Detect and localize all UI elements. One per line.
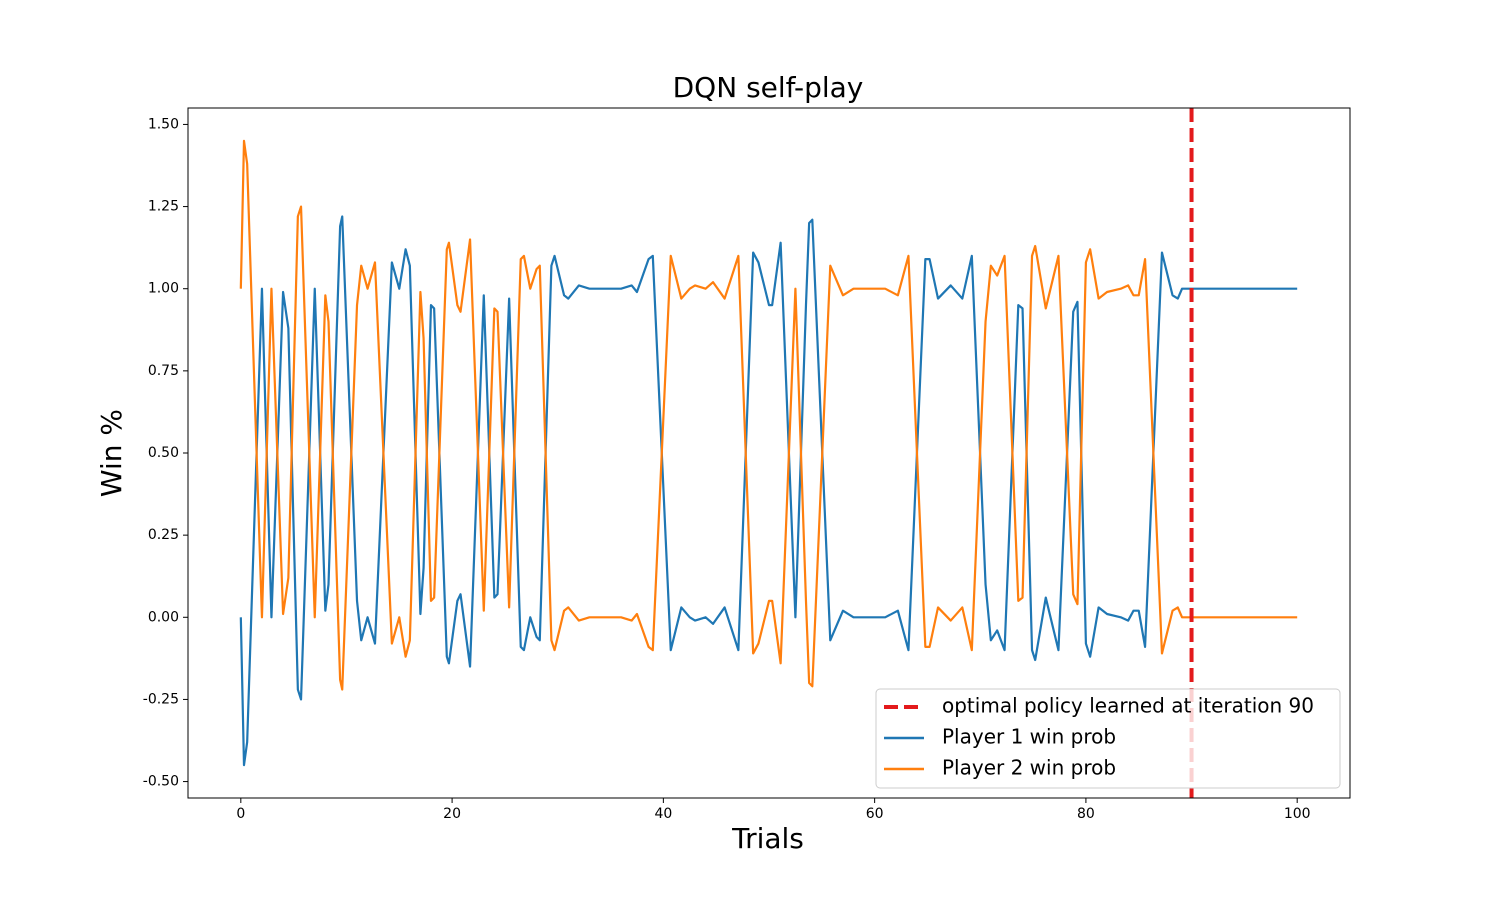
x-tick-label: 0 [236,806,245,822]
series-line [239,215,1298,767]
y-tick-label: -0.25 [143,691,179,707]
y-tick-label: 1.00 [148,281,179,297]
legend-label: optimal policy learned at iteration 90 [942,694,1314,718]
y-tick-label: 0.50 [148,445,179,461]
chart-title: DQN self-play [673,71,864,104]
x-tick-label: 20 [443,806,461,822]
legend-box [875,688,1341,789]
legend-label: Player 1 win prob [942,725,1116,749]
legend: optimal policy learned at iteration 90 Pl… [875,688,1341,789]
legend-label: Player 2 win prob [942,756,1116,780]
x-tick-label: 40 [654,806,672,822]
plot-frame [187,107,1351,799]
series-line [239,139,1298,691]
x-tick-label: 100 [1284,806,1311,822]
x-axis-label: Trials [731,822,804,855]
y-axis-label: Win % [95,409,128,497]
y-tick-label: 0.75 [148,363,179,379]
x-tick-label: 80 [1077,806,1095,822]
y-tick-label: 0.25 [148,527,179,543]
y-tick-label: 1.50 [148,116,179,132]
x-tick-label: 60 [866,806,884,822]
y-tick-label: -0.50 [143,774,179,790]
y-tick-label: 0.00 [148,609,179,625]
y-tick-label: 1.25 [148,199,179,215]
